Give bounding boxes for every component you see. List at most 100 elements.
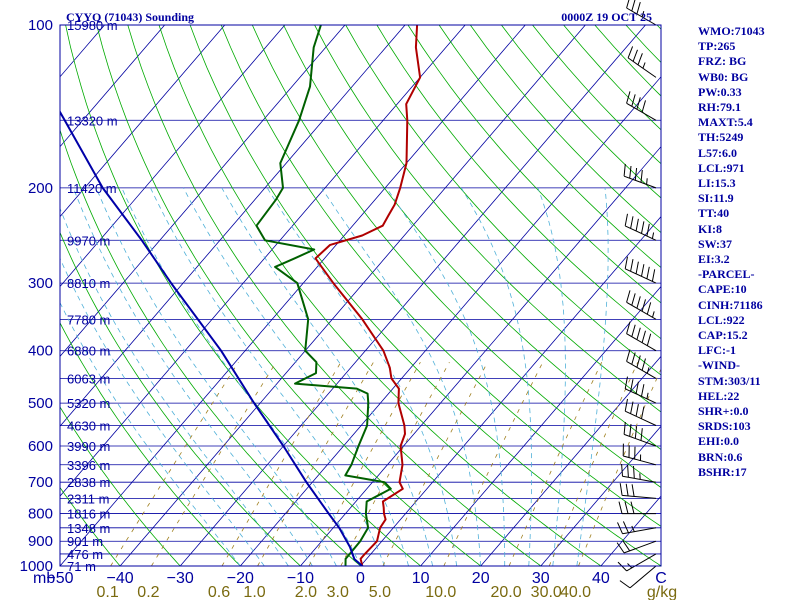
moist-adiabat (73, 187, 313, 566)
wind-barb (626, 321, 657, 352)
height-label: 6063 m (67, 371, 110, 386)
height-label: 4630 m (67, 419, 110, 434)
dry-adiabat (283, 25, 661, 450)
mixing-ratio-label: 0.6 (208, 584, 230, 600)
index-item: SI:11.9 (698, 191, 734, 206)
wind-barb (626, 91, 657, 121)
height-label: 8810 m (67, 276, 110, 291)
height-label: 71 m (67, 559, 96, 574)
height-label: 2838 m (67, 475, 110, 490)
height-label: 11420 m (67, 181, 117, 196)
dry-adiabat (60, 486, 121, 566)
height-label: 3990 m (67, 439, 110, 454)
mixing-ratio-label: 20.0 (491, 584, 522, 600)
sounding-traces (60, 25, 422, 566)
mixing-ratio-label: g/kg (647, 584, 677, 600)
index-item: EHI:0.0 (698, 434, 740, 449)
dewpoint-trace (255, 25, 392, 566)
pressure-tick-label: 300 (28, 275, 53, 292)
mixing-ratio-line (110, 361, 239, 566)
height-label: 13320 m (67, 113, 118, 128)
height-label: 1348 m (67, 521, 110, 536)
index-item: PW:0.33 (698, 84, 742, 99)
dry-adiabat (314, 25, 661, 413)
station-title: CYYQ (71043) Sounding (66, 10, 194, 24)
index-item: -WIND- (698, 358, 740, 373)
mixing-ratio-line (382, 362, 488, 566)
isotherm-line (60, 25, 226, 218)
mixing-ratio-line (151, 361, 277, 566)
wind-barb (623, 163, 657, 189)
dry-adiabat (345, 25, 661, 376)
index-item: FRZ: BG (698, 54, 747, 69)
index-item: STM:303/11 (698, 373, 761, 388)
temperature-tick-label: 20 (472, 570, 490, 587)
isotherm-line (60, 25, 165, 148)
temperature-tick-label: −10 (287, 570, 314, 587)
pressure-tick-label: 100 (28, 17, 53, 34)
mixing-ratio-line (340, 362, 450, 566)
index-item: L57:6.0 (698, 145, 737, 160)
wind-barb (618, 501, 656, 515)
pressure-tick-label: 400 (28, 343, 53, 360)
index-item: CAPE:10 (698, 282, 747, 297)
isotherm-line (119, 25, 586, 566)
index-item: WMO:71043 (698, 24, 765, 38)
mixing-ratio-line (221, 361, 342, 566)
wind-barb (624, 256, 657, 284)
background-grid (60, 25, 661, 566)
wind-barb (619, 565, 657, 589)
wind-barb (617, 553, 657, 572)
wind-barb (616, 540, 657, 554)
wind-barb (619, 483, 657, 499)
index-item: CINH:71186 (698, 297, 763, 312)
plot-frame (59, 24, 662, 567)
mixing-ratio-label: 10.0 (425, 584, 456, 600)
sounding-date: 0000Z 19 OCT 25 (561, 10, 652, 24)
isotherm-line (60, 25, 466, 497)
moist-adiabat (386, 187, 506, 566)
mixing-ratio-line (443, 362, 544, 566)
index-item: SHR+:0.0 (698, 404, 749, 419)
stability-indices-panel: WMO:71043 TP:265 FRZ: BG WB0: BG PW:0.33 RH:7… (698, 24, 765, 480)
wind-barb (621, 463, 657, 483)
isotherm-line (60, 25, 286, 288)
moist-adiabat (576, 187, 609, 566)
pressure-tick-label: 900 (28, 533, 53, 550)
wind-barb (626, 0, 657, 26)
dry-adiabat (60, 128, 361, 566)
mixing-ratio-label: 2.0 (295, 584, 317, 600)
index-item: TH:5249 (698, 130, 744, 145)
mixing-ratio-line (508, 362, 603, 566)
height-label: 3396 m (67, 458, 110, 473)
dry-adiabat (407, 25, 661, 304)
index-item: LI:15.3 (698, 176, 736, 191)
index-item: CAP:15.2 (698, 328, 748, 343)
height-label: 6880 m (67, 344, 110, 359)
isotherm-line (60, 25, 346, 357)
dry-adiabat (60, 321, 241, 566)
moist-adiabat (266, 187, 458, 566)
temperature-tick-label: −40 (107, 570, 134, 587)
index-item: WB0: BG (698, 69, 749, 84)
mixing-ratio-line (257, 361, 374, 566)
mixing-ratio-label: 30.0 (531, 584, 562, 600)
mixing-ratio-label: 0.1 (97, 584, 119, 600)
temperature-tick-label: 40 (592, 570, 610, 587)
pressure-unit-label: mb (33, 570, 55, 587)
height-label: 15980 m (67, 18, 118, 33)
index-item: BSHR:17 (698, 464, 747, 479)
pressure-tick-label: 800 (28, 506, 53, 523)
mixing-ratio-label: 40.0 (560, 584, 591, 600)
index-item: KI:8 (698, 221, 722, 236)
moist-adiabat (221, 187, 433, 566)
height-label: 901 m (67, 534, 103, 549)
height-label: 5320 m (67, 396, 110, 411)
temperature-trace (314, 25, 422, 566)
wind-barb-column (616, 0, 657, 589)
height-label: 9970 m (67, 233, 110, 248)
dry-adiabat (127, 25, 542, 566)
height-label: 7780 m (67, 312, 110, 327)
index-item: LCL:922 (698, 312, 745, 327)
